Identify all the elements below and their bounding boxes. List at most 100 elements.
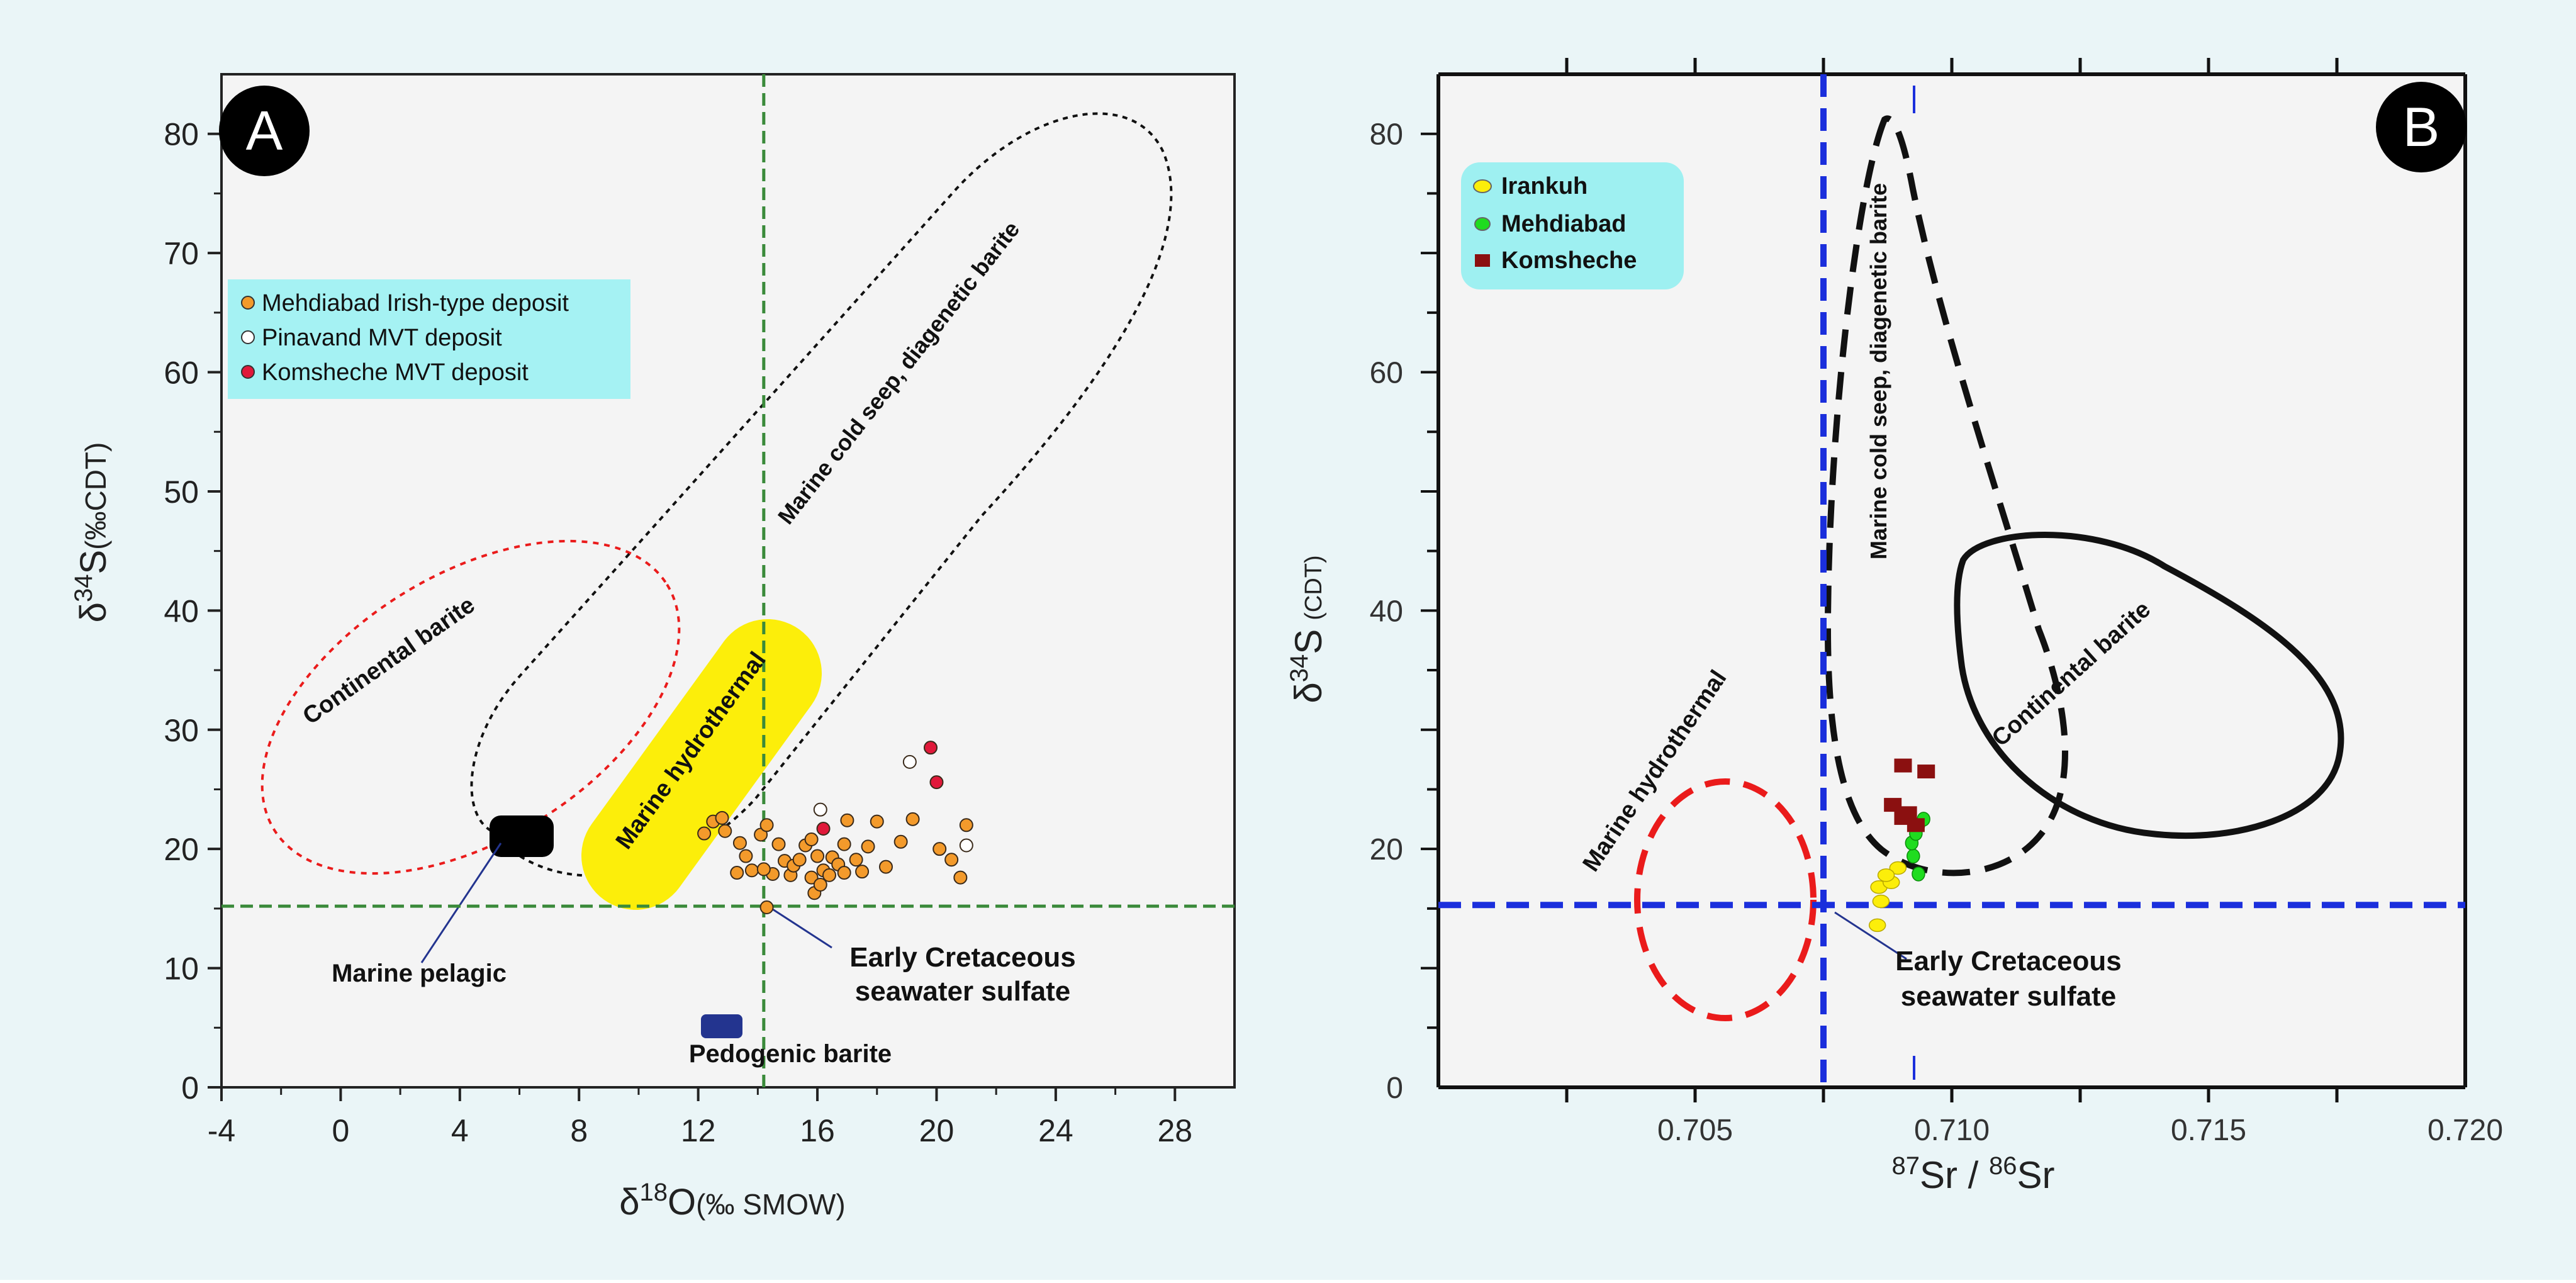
panel-a-y-axis-title: δ34S(‰CDT) — [70, 442, 114, 623]
panel-a-point-mehdiabad-irish-type-deposit — [944, 853, 959, 867]
panel-a-point-mehdiabad-irish-type-deposit — [870, 814, 884, 829]
panel-a-point-mehdiabad-irish-type-deposit — [715, 810, 729, 825]
panel-b-y-tick-label: 0 — [1386, 1072, 1403, 1105]
panel-a-point-mehdiabad-irish-type-deposit — [744, 863, 759, 878]
panel-b-point-komsheche — [1917, 765, 1935, 779]
legend-marker-komsheche-mvt — [241, 365, 255, 379]
panel-b-axes: 0.705 0.710 0.715 0.720 0 20 40 60 80 — [1370, 58, 2503, 1147]
continental-barite-field — [260, 539, 681, 875]
panel-a-legend-box — [228, 279, 630, 399]
panel-a-point-mehdiabad-irish-type-deposit — [837, 837, 851, 851]
panel-a-x-tick-label: -4 — [208, 1113, 235, 1148]
y-title-prefix: δ — [73, 602, 114, 622]
panel-a-y-tick-label: 10 — [164, 951, 199, 987]
seawater-sulfate-leader-a — [763, 902, 832, 949]
x-title-unit: (‰ SMOW) — [696, 1188, 846, 1221]
panel-b-point-mehdiabad — [1912, 866, 1925, 882]
panel-b: 0.705 0.710 0.715 0.720 0 20 40 60 80 Marine col… — [1285, 58, 2503, 1196]
panel-a-point-komsheche-mvt-deposit — [929, 775, 944, 790]
panel-b-x-tick-label: 0.715 — [2171, 1114, 2246, 1147]
panel-b-fields — [1634, 115, 2344, 1021]
panel-b-y-tick-label: 40 — [1370, 595, 1403, 628]
panel-b-x-tick-label: 0.710 — [1914, 1114, 1990, 1147]
marine-pelagic-field — [490, 815, 554, 857]
panel-a-point-mehdiabad-irish-type-deposit — [718, 824, 732, 838]
x-title-prefix: δ — [619, 1182, 639, 1223]
panel-a-point-mehdiabad-irish-type-deposit — [959, 818, 973, 832]
panel-b-x-axis-title: 87Sr / 86Sr — [1891, 1152, 2054, 1196]
x-title-sup: 18 — [640, 1179, 668, 1206]
y-title-sup: 34 — [70, 574, 98, 603]
panel-a-points — [697, 741, 973, 914]
panel-a-point-mehdiabad-irish-type-deposit — [759, 818, 774, 832]
panel-a-point-mehdiabad-irish-type-deposit — [771, 837, 786, 851]
b-y-title-prefix: δ — [1287, 682, 1330, 703]
b-x-title-sup2: 86 — [1989, 1152, 2017, 1180]
legend-marker-irankuh — [1473, 179, 1492, 193]
panel-b-x-tick-label: 0.720 — [2428, 1114, 2503, 1147]
panel-a-point-mehdiabad-irish-type-deposit — [813, 878, 827, 892]
legend-marker-komsheche — [1475, 254, 1490, 267]
b-x-title-end: Sr — [2017, 1154, 2055, 1196]
panel-a-x-axis-title: δ18O(‰ SMOW) — [619, 1179, 846, 1223]
panel-a-y-tick-label: 70 — [164, 236, 199, 271]
marine-hydrothermal-field — [581, 619, 822, 910]
panel-a-point-mehdiabad-irish-type-deposit — [730, 866, 744, 880]
panel-a-point-komsheche-mvt-deposit — [816, 821, 831, 836]
panel-a-point-mehdiabad-irish-type-deposit — [893, 834, 908, 849]
panel-b-point-komsheche — [1907, 818, 1925, 832]
panel-b-point-komsheche — [1884, 798, 1902, 812]
panel-a-point-mehdiabad-irish-type-deposit — [932, 842, 947, 856]
panel-a-point-mehdiabad-irish-type-deposit — [804, 832, 819, 847]
panel-a-x-tick-label: 24 — [1038, 1113, 1073, 1148]
panel-a-point-mehdiabad-irish-type-deposit — [759, 900, 774, 914]
panel-b-point-komsheche — [1894, 758, 1912, 773]
panel-a-y-tick-label: 50 — [164, 474, 199, 510]
panel-a-x-tick-label: 28 — [1157, 1113, 1192, 1148]
y-title-unit: (‰CDT) — [79, 442, 112, 550]
panel-a-x-tick-label: 0 — [332, 1113, 350, 1148]
panel-b-legend-box — [1461, 162, 1684, 289]
panel-a-x-tick-label: 12 — [681, 1113, 716, 1148]
panel-a-point-mehdiabad-irish-type-deposit — [822, 868, 836, 882]
panel-a-x-tick-label: 8 — [570, 1113, 588, 1148]
panel-b-point-mehdiabad — [1907, 848, 1920, 864]
panel-a-point-mehdiabad-irish-type-deposit — [837, 866, 851, 880]
panel-a-x-tick-label: 4 — [451, 1113, 469, 1148]
panel-a-point-mehdiabad-irish-type-deposit — [855, 865, 870, 879]
panel-a-point-mehdiabad-irish-type-deposit — [953, 870, 968, 885]
panel-a-point-mehdiabad-irish-type-deposit — [861, 839, 875, 854]
panel-b-y-axis-title: δ34S (CDT) — [1285, 555, 1330, 703]
pedogenic-barite-label: Pedogenic barite — [689, 1040, 892, 1068]
panel-b-y-tick-label: 80 — [1370, 118, 1403, 152]
panel-b-point-irankuh — [1868, 918, 1886, 933]
panel-b-y-tick-label: 60 — [1370, 357, 1403, 390]
panel-a-point-mehdiabad-irish-type-deposit — [697, 826, 712, 841]
panel-a-point-pinavand-mvt-deposit — [813, 802, 827, 817]
seawater-sulfate-label-a-line2: seawater sulfate — [855, 976, 1070, 1007]
legend-label-mehdiabad-irish: Mehdiabad Irish-type deposit — [262, 290, 569, 317]
panel-b-cold-seep-field — [1824, 115, 2068, 877]
panel-b-cold-seep-label: Marine cold seep, diagenetic barite — [1866, 183, 1891, 559]
panel-a-x-tick-label: 16 — [800, 1113, 835, 1148]
panel-a-axes: -4 0 4 8 12 16 20 24 28 0 10 20 30 40 50 60 70 80 — [164, 117, 1192, 1148]
legend-label-pinavand: Pinavand MVT deposit — [262, 325, 502, 351]
panel-a-plot-area — [220, 73, 1236, 1089]
y-title-main: S — [73, 550, 114, 574]
legend-label-komsheche-mvt: Komsheche MVT deposit — [262, 359, 529, 386]
panel-a-point-mehdiabad-irish-type-deposit — [905, 812, 920, 826]
panel-b-point-irankuh — [1877, 868, 1895, 882]
panel-a-point-mehdiabad-irish-type-deposit — [810, 849, 825, 863]
panel-b-point-irankuh — [1889, 861, 1907, 875]
panel-a-point-pinavand-mvt-deposit — [959, 838, 973, 853]
panel-a-x-tick-label: 20 — [919, 1113, 955, 1148]
legend-label-mehdiabad: Mehdiabad — [1501, 211, 1626, 237]
b-y-title-unit: (CDT) — [1301, 555, 1327, 620]
panel-b-y-tick-label: 20 — [1370, 833, 1403, 866]
legend-label-irankuh: Irankuh — [1501, 173, 1588, 199]
legend-marker-pinavand — [241, 330, 255, 344]
panel-a-fields — [260, 112, 1173, 1038]
panel-a-point-mehdiabad-irish-type-deposit — [849, 853, 863, 867]
